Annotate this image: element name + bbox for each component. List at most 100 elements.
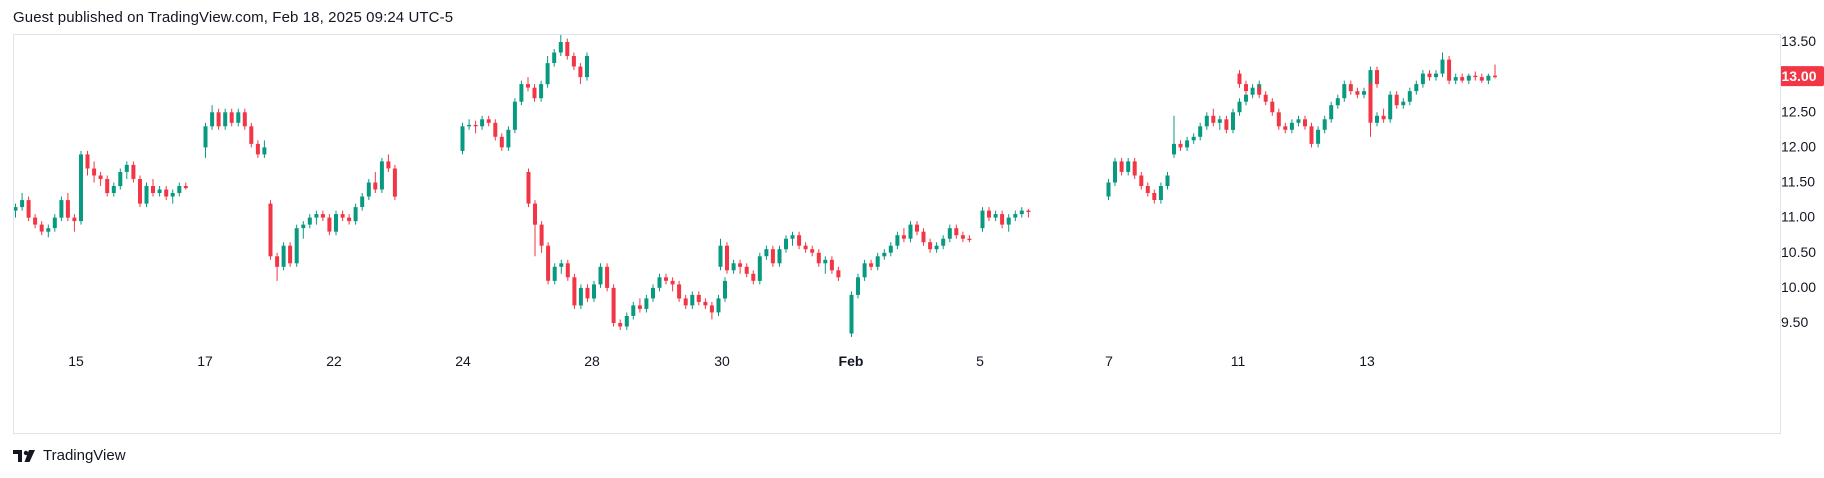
candle <box>703 298 708 309</box>
candle <box>203 122 208 158</box>
candle <box>810 245 815 257</box>
y-tick-label: 12.00 <box>1781 138 1816 154</box>
y-tick-label: 11.50 <box>1781 174 1815 190</box>
candle <box>960 231 965 243</box>
candle-segment-17 <box>203 105 267 158</box>
candle <box>539 80 544 102</box>
candle <box>908 221 913 243</box>
candle <box>558 35 563 56</box>
candle <box>1158 182 1163 204</box>
tradingview-logo-icon[interactable] <box>13 448 37 464</box>
candle <box>578 284 583 309</box>
candle <box>1152 189 1157 204</box>
candle <box>657 273 662 292</box>
candle <box>829 256 834 274</box>
candle <box>281 242 286 271</box>
candle <box>1434 70 1438 81</box>
candle <box>334 210 338 236</box>
candle <box>790 231 795 246</box>
candle <box>1178 140 1183 151</box>
candle <box>1244 80 1248 95</box>
candle <box>723 277 727 302</box>
candle <box>572 273 577 309</box>
candle <box>1019 207 1024 218</box>
candle <box>288 242 293 267</box>
candle-segment-24 <box>460 35 589 155</box>
candle <box>499 133 504 151</box>
candle <box>1473 71 1478 81</box>
footer-brand[interactable]: TradingView <box>43 447 126 464</box>
candle <box>1250 84 1255 95</box>
candle <box>314 210 319 225</box>
candle <box>770 245 775 267</box>
candle-segment-30 <box>718 231 841 285</box>
candle <box>1263 91 1268 106</box>
candle <box>1257 84 1262 99</box>
candle <box>26 196 31 222</box>
chart-frame[interactable]: 15 17 22 24 28 30 Feb 5 7 11 13 <box>13 34 1781 434</box>
candle <box>72 214 77 232</box>
candle <box>875 252 880 271</box>
candle <box>585 284 590 302</box>
candle <box>1348 80 1353 95</box>
candle <box>947 224 952 243</box>
candle <box>1276 108 1281 130</box>
candle <box>1394 91 1399 109</box>
candle <box>1401 98 1406 109</box>
candle <box>1217 115 1222 130</box>
candle <box>242 108 247 130</box>
candle <box>1165 172 1170 190</box>
candle <box>571 52 576 71</box>
candle <box>1006 214 1011 232</box>
candle <box>578 63 583 85</box>
candle <box>784 235 788 253</box>
candle <box>816 249 821 267</box>
candle <box>651 284 655 302</box>
candle <box>954 224 959 239</box>
candle <box>1119 157 1124 176</box>
candle <box>637 298 642 313</box>
y-tick-label: 10.50 <box>1781 244 1816 260</box>
candle <box>170 189 175 204</box>
candle <box>14 203 18 218</box>
candle <box>664 273 668 285</box>
candle <box>493 119 498 141</box>
candle <box>1407 87 1412 106</box>
candle <box>105 175 110 197</box>
candle <box>611 284 616 327</box>
candle <box>1420 70 1425 88</box>
candle <box>506 126 511 151</box>
candle <box>98 172 103 186</box>
candle <box>52 214 57 232</box>
candle <box>764 245 769 260</box>
price-axis[interactable]: 13.50 13.00 12.50 12.00 11.50 11.00 10.50 10.00… <box>1781 34 1824 434</box>
candle <box>709 301 714 320</box>
candle <box>1479 73 1484 83</box>
candle <box>1126 157 1131 176</box>
candle <box>1414 80 1419 95</box>
last-price-tag: 13.00 <box>1781 66 1824 87</box>
candle-segment-11 <box>1237 66 1379 148</box>
candle <box>39 221 44 236</box>
candle <box>1026 209 1031 218</box>
candle <box>777 245 782 267</box>
candle-segment-22 <box>268 154 397 281</box>
candle <box>539 221 544 253</box>
candle <box>928 238 933 253</box>
y-tick-label: 11.00 <box>1781 209 1815 225</box>
candle <box>598 263 603 288</box>
published-header: Guest published on TradingView.com, Feb … <box>13 9 454 26</box>
x-tick-label: 24 <box>455 353 471 369</box>
candle <box>565 38 570 60</box>
candle <box>1204 112 1209 130</box>
x-tick-label: 17 <box>197 353 213 369</box>
candle <box>340 210 345 222</box>
candle <box>624 312 629 330</box>
candlestick-chart[interactable]: 15 17 22 24 28 30 Feb 5 7 11 13 <box>14 35 1782 435</box>
candle <box>895 231 900 250</box>
candle <box>718 238 723 271</box>
candle <box>751 270 756 285</box>
candle <box>275 252 280 281</box>
candle <box>229 108 234 127</box>
candle <box>1172 115 1176 158</box>
